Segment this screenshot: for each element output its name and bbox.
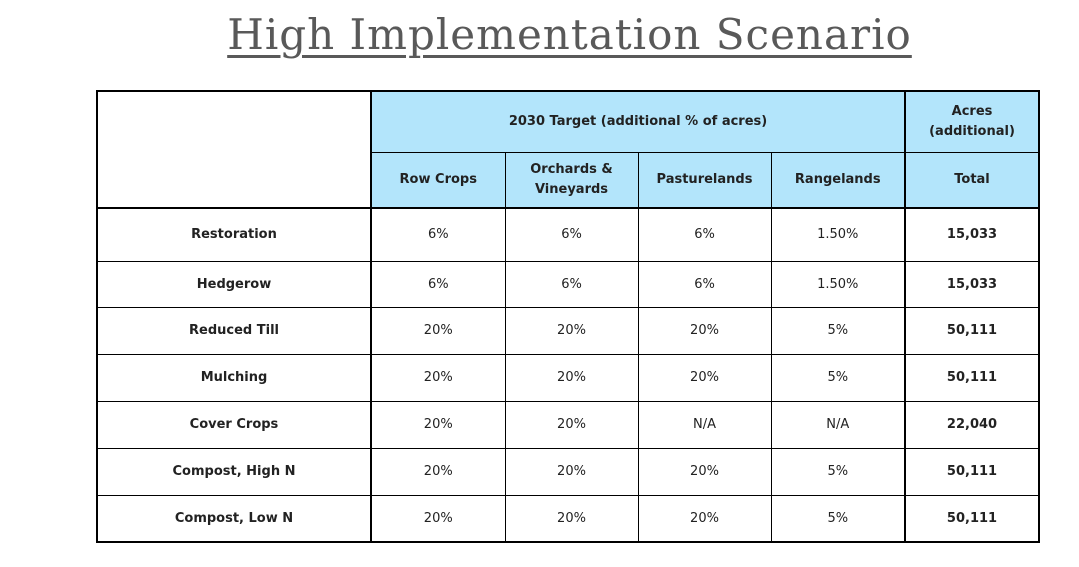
- cell-row-crops: 20%: [370, 353, 506, 402]
- table-row: Hedgerow 6% 6% 6% 1.50% 15,033: [96, 260, 1040, 308]
- col-header-rangelands: Rangelands: [770, 151, 906, 209]
- target-group-header: 2030 Target (additional % of acres): [369, 90, 906, 153]
- cell-orchards: 20%: [504, 353, 639, 402]
- cell-rangelands: 5%: [770, 306, 906, 355]
- cell-orchards: 6%: [504, 207, 639, 262]
- cell-row-crops: 20%: [370, 400, 506, 449]
- cell-total: 50,111: [904, 306, 1040, 355]
- cell-row-crops: 6%: [370, 207, 506, 262]
- cell-orchards: 20%: [504, 400, 639, 449]
- cell-pasturelands: N/A: [637, 400, 772, 449]
- cell-rangelands: 5%: [770, 353, 906, 402]
- table-row: Restoration 6% 6% 6% 1.50% 15,033: [96, 207, 1040, 262]
- cell-orchards: 6%: [504, 260, 639, 308]
- cell-pasturelands: 20%: [637, 447, 772, 496]
- cell-rangelands: 5%: [770, 494, 906, 543]
- table-row: Cover Crops 20% 20% N/A N/A 22,040: [96, 400, 1040, 449]
- col-header-row-crops: Row Crops: [370, 151, 506, 209]
- row-label: Compost, High N: [96, 447, 372, 496]
- row-label: Cover Crops: [96, 400, 372, 449]
- table-row: Reduced Till 20% 20% 20% 5% 50,111: [96, 306, 1040, 355]
- row-label: Restoration: [96, 207, 372, 262]
- cell-row-crops: 6%: [370, 260, 506, 308]
- col-header-total: Total: [904, 151, 1040, 209]
- cell-pasturelands: 20%: [637, 494, 772, 543]
- cell-pasturelands: 20%: [637, 306, 772, 355]
- cell-orchards: 20%: [504, 494, 639, 543]
- cell-row-crops: 20%: [370, 306, 506, 355]
- col-header-pasturelands: Pasturelands: [637, 151, 772, 209]
- col-header-orchards-vineyards: Orchards & Vineyards: [504, 151, 639, 209]
- row-label: Mulching: [96, 353, 372, 402]
- cell-total: 15,033: [904, 207, 1040, 262]
- cell-rangelands: 1.50%: [770, 207, 906, 262]
- table-row: Compost, Low N 20% 20% 20% 5% 50,111: [96, 494, 1040, 543]
- row-label: Compost, Low N: [96, 494, 372, 543]
- cell-total: 50,111: [904, 494, 1040, 543]
- cell-rangelands: 1.50%: [770, 260, 906, 308]
- cell-total: 50,111: [904, 447, 1040, 496]
- cell-pasturelands: 6%: [637, 207, 772, 262]
- cell-row-crops: 20%: [370, 447, 506, 496]
- cell-total: 50,111: [904, 353, 1040, 402]
- cell-orchards: 20%: [504, 306, 639, 355]
- row-label: Reduced Till: [96, 306, 372, 355]
- page-title: High Implementation Scenario: [227, 10, 912, 59]
- cell-rangelands: N/A: [770, 400, 906, 449]
- acres-header: Acres (additional): [904, 90, 1040, 153]
- cell-total: 22,040: [904, 400, 1040, 449]
- cell-rangelands: 5%: [770, 447, 906, 496]
- table-row: Mulching 20% 20% 20% 5% 50,111: [96, 353, 1040, 402]
- table-row: Compost, High N 20% 20% 20% 5% 50,111: [96, 447, 1040, 496]
- cell-pasturelands: 6%: [637, 260, 772, 308]
- cell-orchards: 20%: [504, 447, 639, 496]
- cell-total: 15,033: [904, 260, 1040, 308]
- cell-row-crops: 20%: [370, 494, 506, 543]
- implementation-table: 2030 Target (additional % of acres) Acre…: [96, 90, 1041, 543]
- row-label: Hedgerow: [96, 260, 372, 308]
- cell-pasturelands: 20%: [637, 353, 772, 402]
- empty-corner-cell: [96, 90, 372, 209]
